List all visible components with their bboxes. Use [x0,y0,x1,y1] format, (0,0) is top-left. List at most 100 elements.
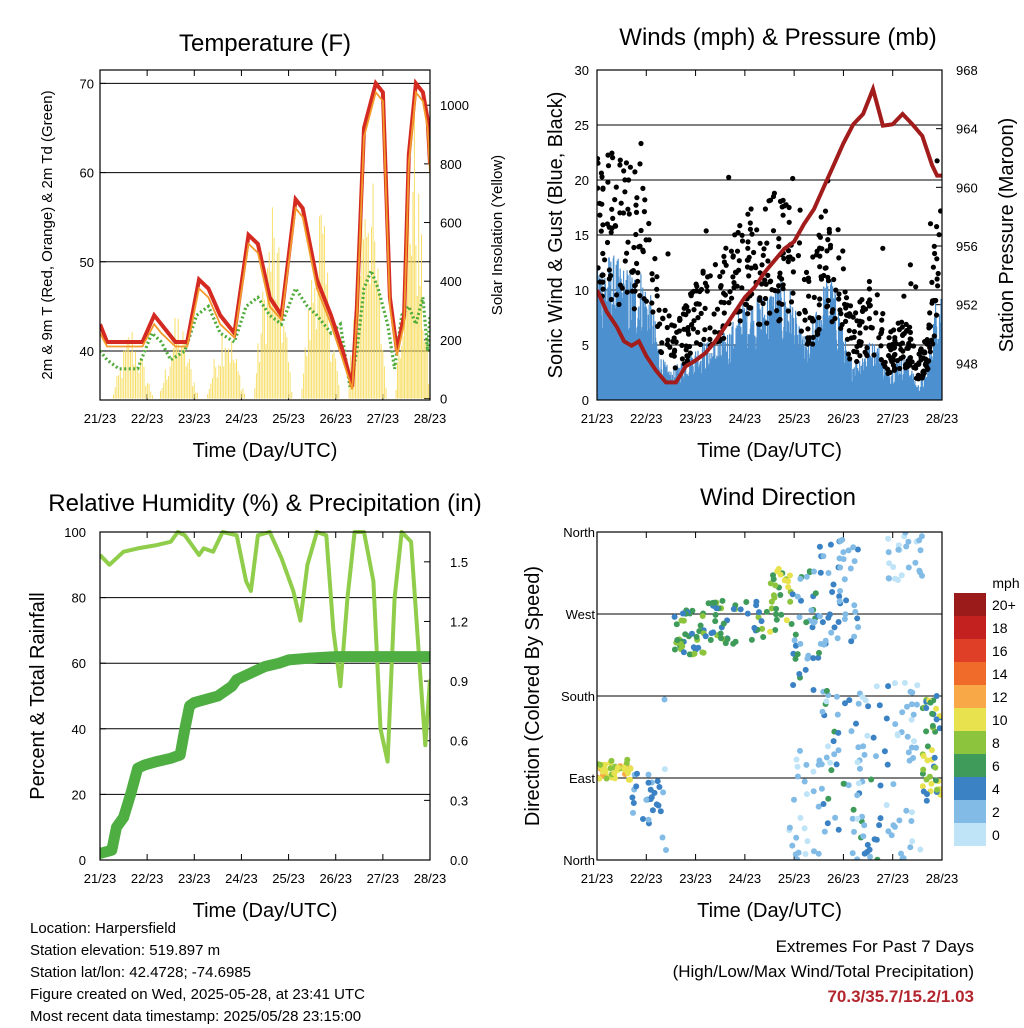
direction-dot [679,610,686,617]
extremes-box: Extremes For Past 7 Days (High/Low/Max W… [673,934,974,1009]
gust-dot [839,322,845,328]
gust-dot [720,269,726,275]
gust-dot [736,258,742,264]
direction-dot [902,532,909,536]
gust-dot [732,232,738,238]
gust-dot [757,321,763,327]
direction-dot [756,609,762,616]
gust-dot [811,294,817,300]
gust-dot [696,301,702,307]
direction-dot [686,651,693,658]
gust-dot [654,293,660,299]
direction-dot [820,553,827,560]
gust-dot [767,310,773,316]
direction-dot [835,826,842,833]
gust-dot [763,281,769,287]
direction-dot [859,694,866,701]
direction-dot [748,636,755,643]
gust-dot [654,286,660,292]
direction-dot [861,850,868,857]
gust-dot [765,258,771,264]
direction-dot [793,756,800,763]
direction-dot [791,637,798,644]
direction-dot [933,716,940,723]
gust-dot [857,299,863,305]
direction-dot [832,814,839,821]
legend-swatch [954,731,986,754]
direction-dot [711,599,718,606]
direction-dot [803,791,810,798]
gust-dot [690,326,697,332]
gust-dot [617,210,623,216]
gust-dot [871,352,877,358]
direction-dot [699,649,706,656]
x-tick-label: 24/23 [225,871,258,886]
y-tick-label: North [563,853,595,868]
gust-dot [838,311,844,317]
gust-dot [721,259,728,265]
gust-dot [721,253,727,259]
direction-dot [908,809,915,816]
gust-dot [931,333,937,339]
gust-dot [666,313,672,319]
direction-dot [886,575,892,582]
gust-dot [769,287,775,293]
gust-dot [689,322,695,328]
direction-dot [910,755,917,761]
gust-dot [606,276,612,282]
gust-dot [712,329,718,335]
gust-dot [671,349,678,355]
direction-dot [854,546,861,553]
gust-dot [765,272,771,278]
direction-dot [625,776,632,783]
gust-dot [621,168,627,174]
gust-dot [899,340,906,346]
direction-dot [608,757,615,764]
extremes-subtitle: (High/Low/Max Wind/Total Precipitation) [672,962,974,981]
gust-dot [879,317,885,323]
direction-dot [792,655,799,662]
x-tick-label: 28/23 [414,871,447,886]
gust-dot [880,311,886,317]
legend-swatch [954,593,986,616]
gust-dot [597,160,601,166]
location-text: Location: Harpersfield [30,920,176,937]
gust-dot [649,271,655,277]
direction-dot [797,575,804,582]
direction-dot [868,776,875,783]
legend-swatch [954,685,986,708]
direction-dot [802,666,809,673]
direction-dot [825,570,832,576]
gust-dot [632,169,638,175]
direction-dot [908,716,915,723]
gust-dot [840,248,846,254]
direction-dot [689,630,695,637]
gust-dot [635,278,641,284]
gust-dot [640,249,646,255]
gust-dot [612,223,618,229]
x-tick-label: 22/23 [131,411,164,426]
legend-label: 0 [992,827,1000,843]
direction-dot [836,598,843,605]
direction-dot [743,599,750,605]
direction-dot [774,568,781,575]
direction-dot [794,651,801,658]
gust-dot [892,367,898,373]
direction-dot [927,699,934,706]
x-tick-label: 28/23 [926,411,959,426]
gust-dot [806,293,812,299]
direction-dot [854,615,861,622]
gust-dot [642,197,648,203]
direction-dot [603,775,610,782]
gust-dot [796,240,803,246]
gust-dot [754,227,760,233]
gust-dot [766,198,772,204]
gust-dot [907,336,913,342]
direction-dot [744,610,751,617]
gust-dot [927,221,934,227]
gust-dot [890,362,897,368]
direction-dot [788,621,795,627]
direction-dot [923,797,930,804]
direction-dot [785,584,792,591]
direction-dot [923,728,930,735]
